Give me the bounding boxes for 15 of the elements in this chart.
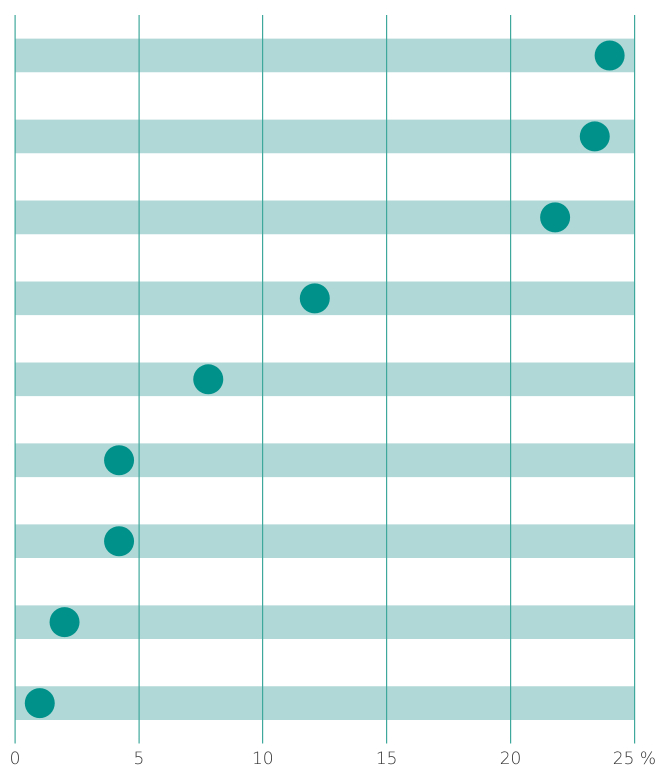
point [50,607,80,638]
point [24,688,55,718]
x-tick-label: 15 [376,749,398,770]
point [594,40,625,70]
x-tick-label: 20 [500,749,522,770]
point [104,445,134,476]
point [300,283,330,314]
point [580,121,610,152]
point [193,364,224,394]
point [104,526,134,556]
x-tick-label: 0 [10,749,20,770]
x-tick-label: 25 % [612,749,656,770]
point [540,202,570,232]
x-tick-label: 10 [252,749,274,770]
x-tick-label: 5 [133,749,144,770]
